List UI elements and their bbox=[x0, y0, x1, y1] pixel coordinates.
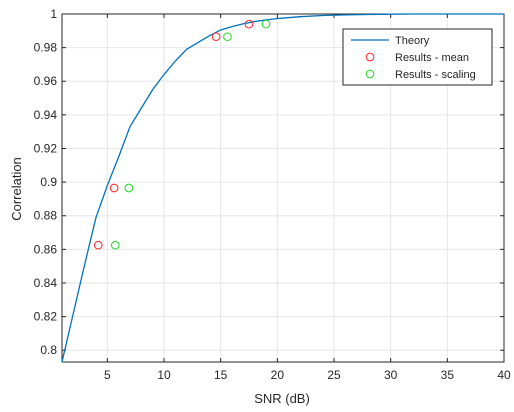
x-tick-label: 40 bbox=[497, 368, 511, 382]
x-axis-label: SNR (dB) bbox=[254, 391, 310, 406]
x-tick-label: 5 bbox=[104, 368, 111, 382]
scatter-point bbox=[223, 32, 232, 42]
y-tick-label: 0.8 bbox=[40, 343, 57, 357]
y-axis-label: Correlation bbox=[9, 157, 24, 221]
legend: Theory Results - mean Results - scaling bbox=[342, 28, 493, 86]
legend-box bbox=[342, 28, 493, 86]
legend-entry-label: Theory bbox=[395, 35, 430, 47]
y-tick-label: 0.92 bbox=[34, 141, 58, 155]
y-tick-label: 0.82 bbox=[34, 310, 58, 324]
axes-layer: 5 10 15 20 25 30 35 40 0.8 0.82 0.84 0.86 0.88 0.9 0.9… bbox=[34, 7, 511, 382]
x-tick-label: 25 bbox=[327, 368, 341, 382]
legend-entry-label: Results - scaling bbox=[395, 69, 476, 81]
x-tick-label: 30 bbox=[384, 368, 398, 382]
y-tick-label: 0.96 bbox=[34, 74, 58, 88]
legend-marker-swatch bbox=[365, 69, 375, 79]
y-tick-label: 0.9 bbox=[40, 175, 57, 189]
scatter-point bbox=[93, 240, 103, 250]
scatter-point bbox=[244, 19, 254, 29]
y-tick-label: 0.94 bbox=[34, 108, 58, 122]
scatter-point bbox=[110, 240, 120, 250]
scatter-point bbox=[124, 183, 134, 193]
axes-box bbox=[61, 13, 505, 363]
scatter-point bbox=[211, 32, 221, 42]
series-layer bbox=[61, 13, 504, 363]
x-tick-label: 20 bbox=[271, 368, 285, 382]
scatter-point bbox=[109, 183, 119, 193]
y-tick-label: 0.84 bbox=[34, 276, 58, 290]
series-line-theory bbox=[61, 13, 504, 363]
y-tick-label: 0.86 bbox=[34, 242, 58, 256]
scatter-point bbox=[261, 19, 271, 29]
legend-entry-label: Results - mean bbox=[395, 52, 469, 64]
x-tick-label: 15 bbox=[214, 368, 228, 382]
x-tick-label: 35 bbox=[441, 368, 455, 382]
y-tick-label: 0.88 bbox=[34, 209, 58, 223]
y-tick-label: 1 bbox=[50, 7, 57, 21]
y-tick-label: 0.98 bbox=[34, 41, 58, 55]
x-tick-label: 10 bbox=[157, 368, 171, 382]
legend-marker-swatch bbox=[365, 52, 375, 62]
